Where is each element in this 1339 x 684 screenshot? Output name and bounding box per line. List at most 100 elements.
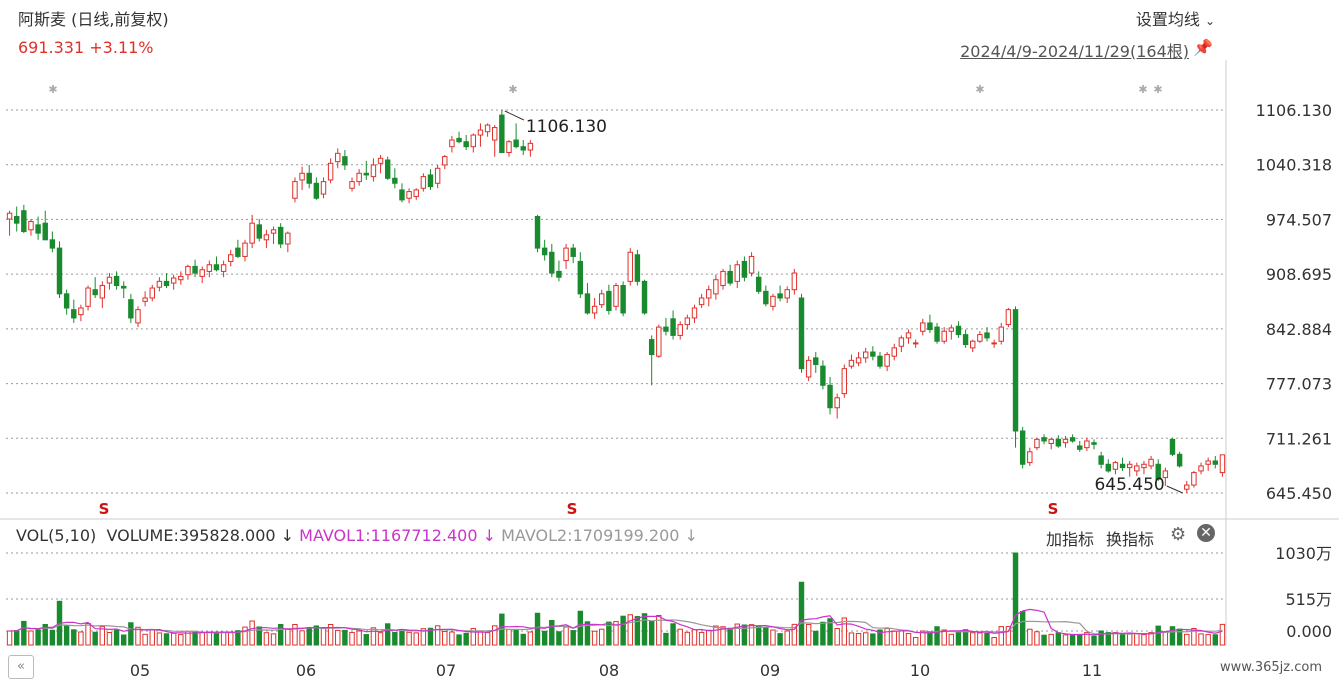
- candle-body: [170, 277, 177, 284]
- candle-body: [577, 260, 584, 295]
- candle-body: [306, 172, 312, 184]
- volume-bar: [827, 618, 833, 646]
- volume-bar: [991, 637, 997, 646]
- min-pointer: [1166, 485, 1183, 494]
- candle-body: [78, 307, 84, 316]
- volume-bar: [242, 626, 248, 646]
- volume-bar: [748, 624, 755, 646]
- volume-bar: [442, 630, 448, 646]
- volume-bar: [1055, 632, 1062, 646]
- volume-bar: [384, 623, 391, 646]
- gear-icon[interactable]: ⚙: [1170, 524, 1187, 545]
- volume-bar: [1184, 633, 1190, 646]
- volume-bar: [1126, 633, 1133, 646]
- volume-bar: [798, 581, 805, 646]
- volume-bar: [220, 631, 227, 646]
- volume-bar: [149, 629, 155, 646]
- flag-marker: ✱: [1153, 83, 1162, 96]
- volume-bar: [13, 630, 20, 646]
- volume-bar: [1162, 631, 1169, 646]
- volume-bar: [848, 632, 855, 646]
- candle-body: [998, 326, 1004, 342]
- price-tick-label: 842.884: [1266, 320, 1332, 339]
- volume-bar: [634, 616, 641, 646]
- volume-bar: [855, 632, 862, 646]
- candle-body: [399, 189, 405, 201]
- volume-bar: [891, 630, 897, 646]
- candle-body: [777, 293, 783, 299]
- add-indicator-button[interactable]: 加指标: [1046, 530, 1095, 549]
- candle-body: [1005, 309, 1012, 326]
- candle-body: [420, 176, 427, 189]
- scroll-left-button[interactable]: «: [8, 655, 34, 679]
- volume-bar: [342, 629, 348, 646]
- close-icon[interactable]: ✕: [1197, 524, 1215, 542]
- volume-bar: [228, 631, 234, 646]
- candle-body: [962, 334, 969, 346]
- volume-bar: [313, 625, 320, 646]
- volume-bar: [713, 625, 719, 646]
- candle-body: [1198, 465, 1204, 472]
- volume-ma-lines: [9, 608, 1223, 636]
- candle-body: [121, 285, 127, 289]
- volume-bar: [106, 632, 113, 646]
- volume-grid: [6, 552, 1226, 632]
- candle-body: [791, 272, 798, 291]
- candle-body: [377, 157, 384, 164]
- dividend-marker: S: [567, 500, 578, 518]
- price-tick-label: 777.073: [1266, 375, 1332, 394]
- set-ma-button[interactable]: 设置均线 ⌄: [1136, 6, 1215, 30]
- volume-bar: [1048, 633, 1054, 646]
- candle-body: [691, 307, 698, 319]
- volume-bar: [1105, 632, 1111, 646]
- candle-body: [249, 222, 255, 244]
- volume-bar: [85, 623, 91, 646]
- volume-bar: [292, 624, 298, 646]
- volume-bar: [299, 630, 305, 646]
- month-tick-label: 09: [760, 661, 780, 680]
- volume-bar: [620, 615, 626, 646]
- candle-body: [6, 212, 13, 220]
- candle-body: [784, 289, 790, 299]
- volume-bar: [392, 631, 398, 646]
- switch-indicator-button[interactable]: 换指标: [1106, 530, 1155, 549]
- volume-bar: [456, 634, 462, 646]
- volume-bar: [49, 629, 56, 646]
- pin-icon[interactable]: 📌: [1193, 38, 1213, 57]
- flag-marker: ✱: [508, 83, 517, 96]
- candle-body: [192, 265, 198, 274]
- volume-bar: [1027, 628, 1033, 646]
- volume-bar: [35, 629, 41, 646]
- candle-body: [1084, 440, 1090, 449]
- price-tick-label: 974.507: [1266, 210, 1332, 229]
- volume-bar: [1034, 631, 1040, 646]
- candle-body: [770, 295, 776, 307]
- volume-bar: [285, 628, 291, 646]
- candle-body: [1162, 470, 1169, 479]
- volume-bar: [206, 631, 213, 646]
- volume-bar: [163, 633, 170, 646]
- candle-body: [392, 177, 398, 184]
- chart-title: 阿斯麦 (日线,前复权): [18, 10, 169, 29]
- candle-body: [570, 247, 576, 257]
- down-arrow-icon: ↓: [482, 526, 496, 545]
- date-range-label[interactable]: 2024/4/9-2024/11/29(164根): [960, 42, 1189, 61]
- candle-body: [1141, 463, 1147, 469]
- volume-bar: [449, 631, 455, 646]
- volume-bar: [513, 630, 519, 646]
- volume-bar: [606, 621, 612, 646]
- volume-bar: [320, 627, 327, 646]
- candle-body: [641, 280, 648, 314]
- candle-body: [720, 270, 726, 287]
- candle-body: [1212, 460, 1219, 465]
- volume-bar: [784, 630, 790, 646]
- candle-body: [499, 114, 505, 154]
- vol-label: VOL(5,10): [16, 526, 97, 545]
- time-axis: 05 06 07 08 09 10 11: [130, 661, 1102, 680]
- candle-body: [513, 139, 519, 148]
- volume-bar: [1112, 632, 1119, 646]
- volume-bar: [556, 631, 562, 646]
- volume-bar: [420, 628, 427, 646]
